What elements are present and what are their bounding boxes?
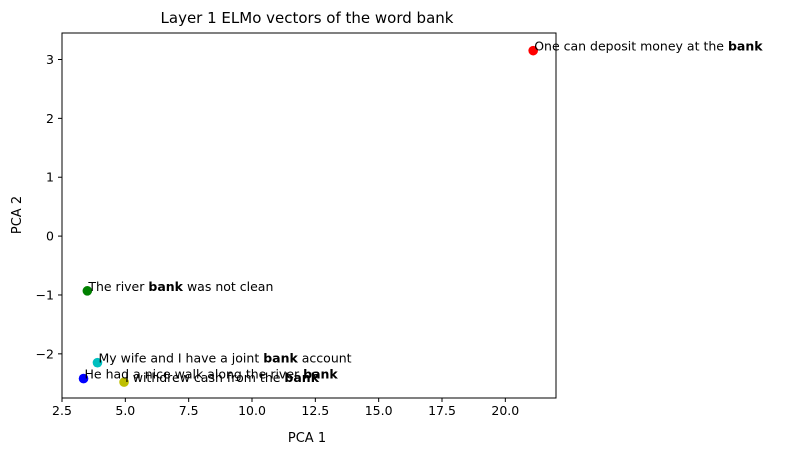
x-tick-label: 5.0	[115, 403, 135, 418]
x-tick-label: 2.5	[52, 403, 72, 418]
x-tick-label: 20.0	[491, 403, 519, 418]
x-tick-label: 17.5	[428, 403, 456, 418]
data-point	[119, 377, 129, 387]
point-annotation: The river bank was not clean	[87, 279, 273, 294]
y-tick-label: 0	[46, 229, 54, 244]
y-tick-label: 1	[46, 170, 54, 185]
x-tick-label: 15.0	[365, 403, 393, 418]
x-tick-label: 12.5	[301, 403, 329, 418]
y-axis: −2 −1 0 1 2 3	[36, 52, 62, 361]
y-tick-label: −2	[36, 346, 54, 361]
y-axis-label: PCA 2	[10, 196, 25, 234]
y-tick-label: 3	[46, 52, 54, 67]
chart-title: Layer 1 ELMo vectors of the word bank	[161, 9, 454, 27]
y-tick-label: −1	[36, 287, 54, 302]
point-annotation: I withdrew cash from the bank	[125, 370, 320, 385]
data-point	[82, 286, 93, 296]
data-point	[528, 45, 538, 56]
data-point	[78, 373, 89, 384]
point-annotation: My wife and I have a joint bank account	[98, 351, 351, 366]
x-tick-label: 7.5	[179, 403, 199, 418]
x-axis-label: PCA 1	[288, 431, 326, 446]
data-point	[92, 357, 103, 368]
plot-area	[61, 32, 557, 399]
x-tick-label: 10.0	[238, 403, 266, 418]
data-points	[78, 45, 538, 387]
point-annotations: One can deposit money at the bank The riv…	[85, 39, 764, 385]
point-annotation: He had a nice walk along the river bank	[85, 367, 339, 382]
y-tick-label: 2	[46, 111, 54, 126]
point-annotation: One can deposit money at the bank	[534, 39, 763, 54]
x-axis: 2.5 5.0 7.5 10.0 12.5 15.0 17.5 20.0	[52, 398, 519, 418]
